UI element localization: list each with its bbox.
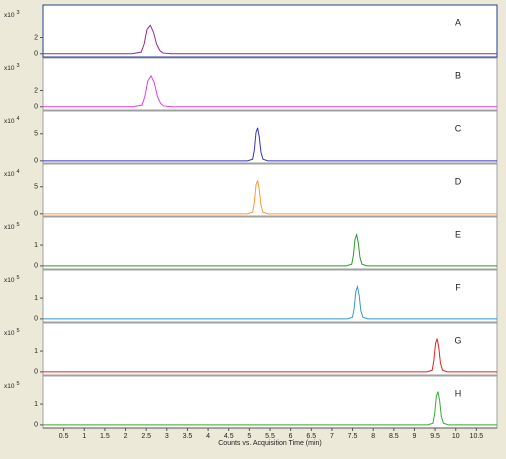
panel-label: E — [455, 229, 461, 239]
scale-label: x10 3 — [4, 63, 20, 71]
scale-base: x10 — [4, 12, 15, 19]
scale-label: x10 5 — [4, 222, 20, 230]
panel — [42, 110, 498, 164]
scale-label: x10 5 — [4, 328, 20, 336]
x-tick-label: 10 — [452, 433, 460, 440]
scale-label: x10 4 — [4, 116, 20, 124]
y-tick-label: 1 — [34, 401, 38, 408]
scale-base: x10 — [4, 224, 15, 231]
x-axis-title: Counts vs. Acquisition Time (min) — [218, 440, 321, 447]
x-tick-label: 7.5 — [348, 433, 358, 440]
trace — [43, 127, 497, 162]
scale-label: x10 5 — [4, 381, 20, 389]
y-tick-label: 5 — [34, 184, 38, 191]
x-tick-label: 9 — [413, 433, 417, 440]
x-tick-label: 7 — [330, 433, 334, 440]
x-tick-label: 4.5 — [224, 433, 234, 440]
scale-base: x10 — [4, 118, 15, 125]
x-tick-label: 2.5 — [141, 433, 151, 440]
x-tick-label: 1 — [82, 433, 86, 440]
panel-label: D — [455, 176, 462, 186]
scale-exp: 4 — [16, 116, 19, 122]
scale-base: x10 — [4, 277, 15, 284]
x-tick-label: 5.5 — [265, 433, 275, 440]
panel-label: G — [454, 335, 461, 345]
panel-label: B — [455, 70, 461, 80]
scale-base: x10 — [4, 171, 15, 178]
trace — [43, 180, 497, 215]
x-tick-label: 8 — [371, 433, 375, 440]
y-tick-label: 2 — [34, 34, 38, 41]
scale-base: x10 — [4, 330, 15, 337]
y-tick-label: 0 — [34, 51, 38, 58]
trace — [43, 284, 497, 320]
scale-label: x10 3 — [4, 10, 20, 18]
panel — [42, 322, 498, 376]
trace — [43, 24, 497, 55]
x-tick-label: 1.5 — [100, 433, 110, 440]
x-tick-label: 0.5 — [59, 433, 69, 440]
y-tick-label: 1 — [34, 242, 38, 249]
x-tick-label: 6 — [289, 433, 293, 440]
panel-label: C — [455, 123, 462, 133]
x-tick-label: 6.5 — [306, 433, 316, 440]
scale-exp: 5 — [16, 275, 19, 281]
trace — [43, 232, 497, 267]
y-tick-label: 0 — [34, 104, 38, 111]
x-tick-label: 8.5 — [389, 433, 399, 440]
scale-exp: 5 — [16, 328, 19, 334]
scale-exp: 5 — [16, 222, 19, 228]
y-tick-label: 5 — [34, 131, 38, 138]
y-tick-label: 1 — [34, 295, 38, 302]
scale-base: x10 — [4, 383, 15, 390]
scale-exp: 5 — [16, 381, 19, 387]
panel — [42, 216, 498, 270]
scale-exp: 4 — [16, 169, 19, 175]
panel-label: H — [455, 388, 462, 398]
panel — [42, 375, 498, 429]
panel-label: F — [455, 282, 461, 292]
scale-exp: 3 — [16, 63, 19, 69]
panel-label: A — [455, 17, 461, 27]
scale-base: x10 — [4, 65, 15, 72]
panel — [42, 269, 498, 323]
x-tick-label: 5 — [247, 433, 251, 440]
y-tick-label: 0 — [34, 263, 38, 270]
y-tick-label: 0 — [34, 369, 38, 376]
x-tick-label: 2 — [124, 433, 128, 440]
y-tick-label: 0 — [34, 316, 38, 323]
x-tick-label: 4 — [206, 433, 210, 440]
panel — [42, 4, 498, 58]
x-tick-label: 10.5 — [470, 433, 484, 440]
y-tick-label: 0 — [34, 211, 38, 218]
panel — [42, 163, 498, 217]
trace — [43, 391, 497, 426]
scale-exp: 3 — [16, 10, 19, 16]
panel — [42, 57, 498, 111]
y-tick-label: 1 — [34, 348, 38, 355]
x-tick-label: 3 — [165, 433, 169, 440]
y-tick-label: 0 — [34, 422, 38, 429]
y-tick-label: 0 — [34, 158, 38, 165]
y-tick-label: 2 — [34, 87, 38, 94]
scale-label: x10 5 — [4, 275, 20, 283]
scale-label: x10 4 — [4, 169, 20, 177]
trace — [43, 338, 497, 373]
x-tick-label: 9.5 — [430, 433, 440, 440]
x-tick-label: 3.5 — [183, 433, 193, 440]
trace — [43, 74, 497, 108]
